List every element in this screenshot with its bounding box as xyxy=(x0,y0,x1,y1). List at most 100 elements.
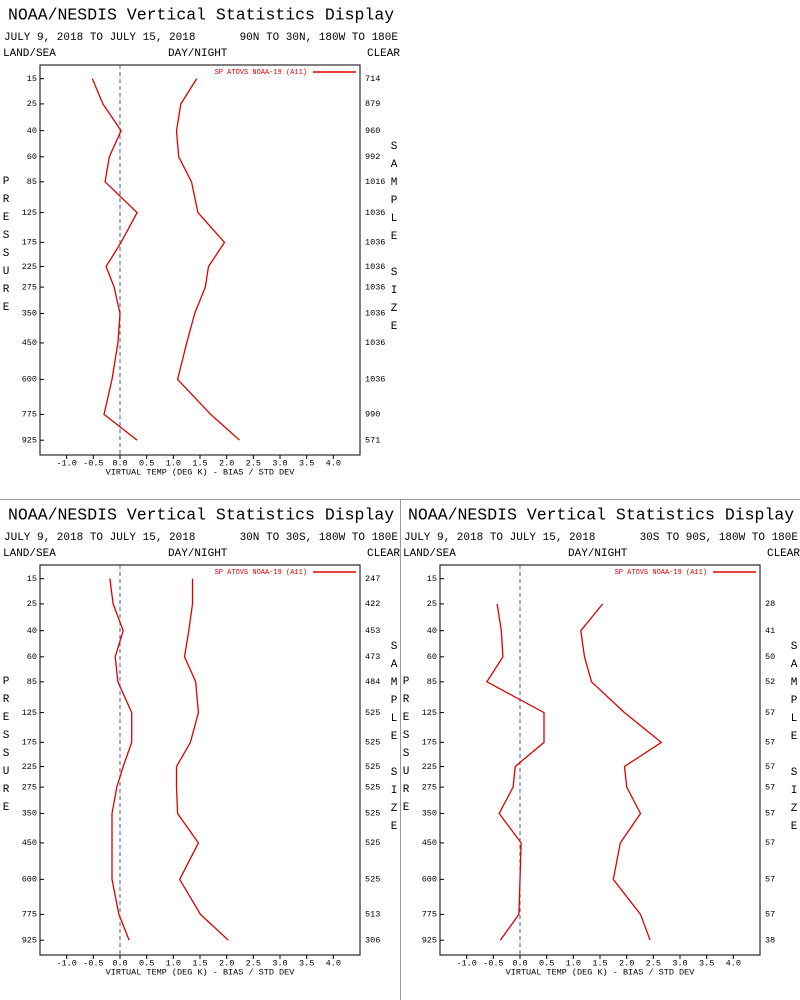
x-tick-label: 2.0 xyxy=(219,958,234,968)
sample-size: 525 xyxy=(365,809,380,819)
y-tick-label: 350 xyxy=(22,309,37,319)
sample-size: 41 xyxy=(765,626,775,636)
x-tick-label: 3.0 xyxy=(272,458,287,468)
sample-size: 513 xyxy=(365,910,380,920)
y-tick-label: 775 xyxy=(422,910,437,920)
x-tick-label: -0.5 xyxy=(83,458,103,468)
y-tick-label: 40 xyxy=(27,126,37,136)
sky-label: CLEAR xyxy=(767,548,800,560)
data-line xyxy=(109,578,133,941)
y-tick-label: 175 xyxy=(422,738,437,748)
y-tick-label: 450 xyxy=(22,838,37,848)
sample-size: 992 xyxy=(365,152,380,162)
y-tick-label: 350 xyxy=(422,809,437,819)
x-tick-label: 1.0 xyxy=(166,958,181,968)
sample-size: 306 xyxy=(365,935,380,945)
x-tick-label: 2.5 xyxy=(246,458,261,468)
x-tick-label: -1.0 xyxy=(456,958,476,968)
time-label: DAY/NIGHT xyxy=(168,48,228,60)
y-tick-label: 40 xyxy=(27,626,37,636)
y-tick-label: 925 xyxy=(22,435,37,445)
x-axis-label: VIRTUAL TEMP (DEG K) - BIAS / STD DEV xyxy=(106,467,296,477)
x-tick-label: 3.5 xyxy=(299,458,314,468)
x-tick-label: 1.5 xyxy=(192,458,207,468)
y-tick-label: 15 xyxy=(427,574,437,584)
sample-size: 1016 xyxy=(365,177,385,187)
y-tick-label: 15 xyxy=(27,74,37,84)
x-tick-label: 0.0 xyxy=(112,458,127,468)
x-axis-label: VIRTUAL TEMP (DEG K) - BIAS / STD DEV xyxy=(106,967,296,977)
sample-size: 57 xyxy=(765,782,775,792)
chart-title: NOAA/NESDIS Vertical Statistics Display xyxy=(8,5,394,24)
region: 30S TO 90S, 180W TO 180E xyxy=(640,532,799,544)
sample-size: 1036 xyxy=(365,262,385,272)
x-tick-label: 3.5 xyxy=(299,958,314,968)
x-tick-label: -0.5 xyxy=(83,958,103,968)
y-tick-label: 275 xyxy=(22,282,37,292)
y-tick-label: 85 xyxy=(27,177,37,187)
sample-size: 1036 xyxy=(365,338,385,348)
sample-size: 57 xyxy=(765,738,775,748)
data-line xyxy=(175,578,229,941)
x-tick-label: -0.5 xyxy=(483,958,503,968)
x-tick-label: 0.0 xyxy=(112,958,127,968)
y-tick-label: 125 xyxy=(22,208,37,218)
x-tick-label: 2.0 xyxy=(219,458,234,468)
time-label: DAY/NIGHT xyxy=(568,548,628,560)
y-tick-label: 925 xyxy=(22,935,37,945)
panel: NOAA/NESDIS Vertical Statistics Display J… xyxy=(3,505,401,977)
y-tick-label: 275 xyxy=(422,782,437,792)
y-tick-label: 225 xyxy=(22,762,37,772)
x-tick-label: 2.5 xyxy=(646,958,661,968)
sample-size: 484 xyxy=(365,677,380,687)
x-tick-label: 3.0 xyxy=(672,958,687,968)
data-line xyxy=(485,603,545,941)
region: 30N TO 30S, 180W TO 180E xyxy=(240,532,399,544)
y-tick-label: 85 xyxy=(27,677,37,687)
sample-size: 57 xyxy=(765,910,775,920)
x-tick-label: 0.5 xyxy=(539,958,554,968)
y-tick-label: 600 xyxy=(22,375,37,385)
legend-label: SP ATOVS NOAA-19 (A11) xyxy=(615,569,707,577)
x-tick-label: -1.0 xyxy=(56,958,76,968)
sample-size: 525 xyxy=(365,875,380,885)
y-tick-label: 175 xyxy=(22,738,37,748)
x-tick-label: 1.0 xyxy=(166,458,181,468)
y-tick-label: 60 xyxy=(27,152,37,162)
y-tick-label: 125 xyxy=(422,708,437,718)
x-tick-label: -1.0 xyxy=(56,458,76,468)
y-tick-label: 85 xyxy=(427,677,437,687)
sample-size: 57 xyxy=(765,875,775,885)
chart-title: NOAA/NESDIS Vertical Statistics Display xyxy=(8,505,394,524)
sample-size: 714 xyxy=(365,74,380,84)
panel: NOAA/NESDIS Vertical Statistics Display J… xyxy=(3,5,401,477)
y-tick-label: 25 xyxy=(27,99,37,109)
sample-size: 422 xyxy=(365,599,380,609)
sample-size: 990 xyxy=(365,410,380,420)
sample-size: 1036 xyxy=(365,208,385,218)
y-tick-label: 225 xyxy=(422,762,437,772)
x-tick-label: 1.5 xyxy=(192,958,207,968)
date-range: JULY 9, 2018 TO JULY 15, 2018 xyxy=(404,532,595,544)
region: 90N TO 30N, 180W TO 180E xyxy=(240,32,399,44)
sample-size: 879 xyxy=(365,99,380,109)
x-tick-label: 0.5 xyxy=(139,958,154,968)
sample-size: 1036 xyxy=(365,238,385,248)
x-tick-label: 3.5 xyxy=(699,958,714,968)
y-tick-label: 225 xyxy=(22,262,37,272)
x-tick-label: 0.5 xyxy=(139,458,154,468)
sample-size: 52 xyxy=(765,677,775,687)
y-tick-label: 60 xyxy=(27,652,37,662)
x-tick-label: 4.0 xyxy=(326,458,341,468)
data-line xyxy=(91,78,138,441)
y-tick-label: 450 xyxy=(22,338,37,348)
surface-label: LAND/SEA xyxy=(403,548,456,560)
x-axis-label: VIRTUAL TEMP (DEG K) - BIAS / STD DEV xyxy=(506,967,696,977)
y-tick-label: 275 xyxy=(22,782,37,792)
y-tick-label: 450 xyxy=(422,838,437,848)
data-line xyxy=(580,603,663,941)
